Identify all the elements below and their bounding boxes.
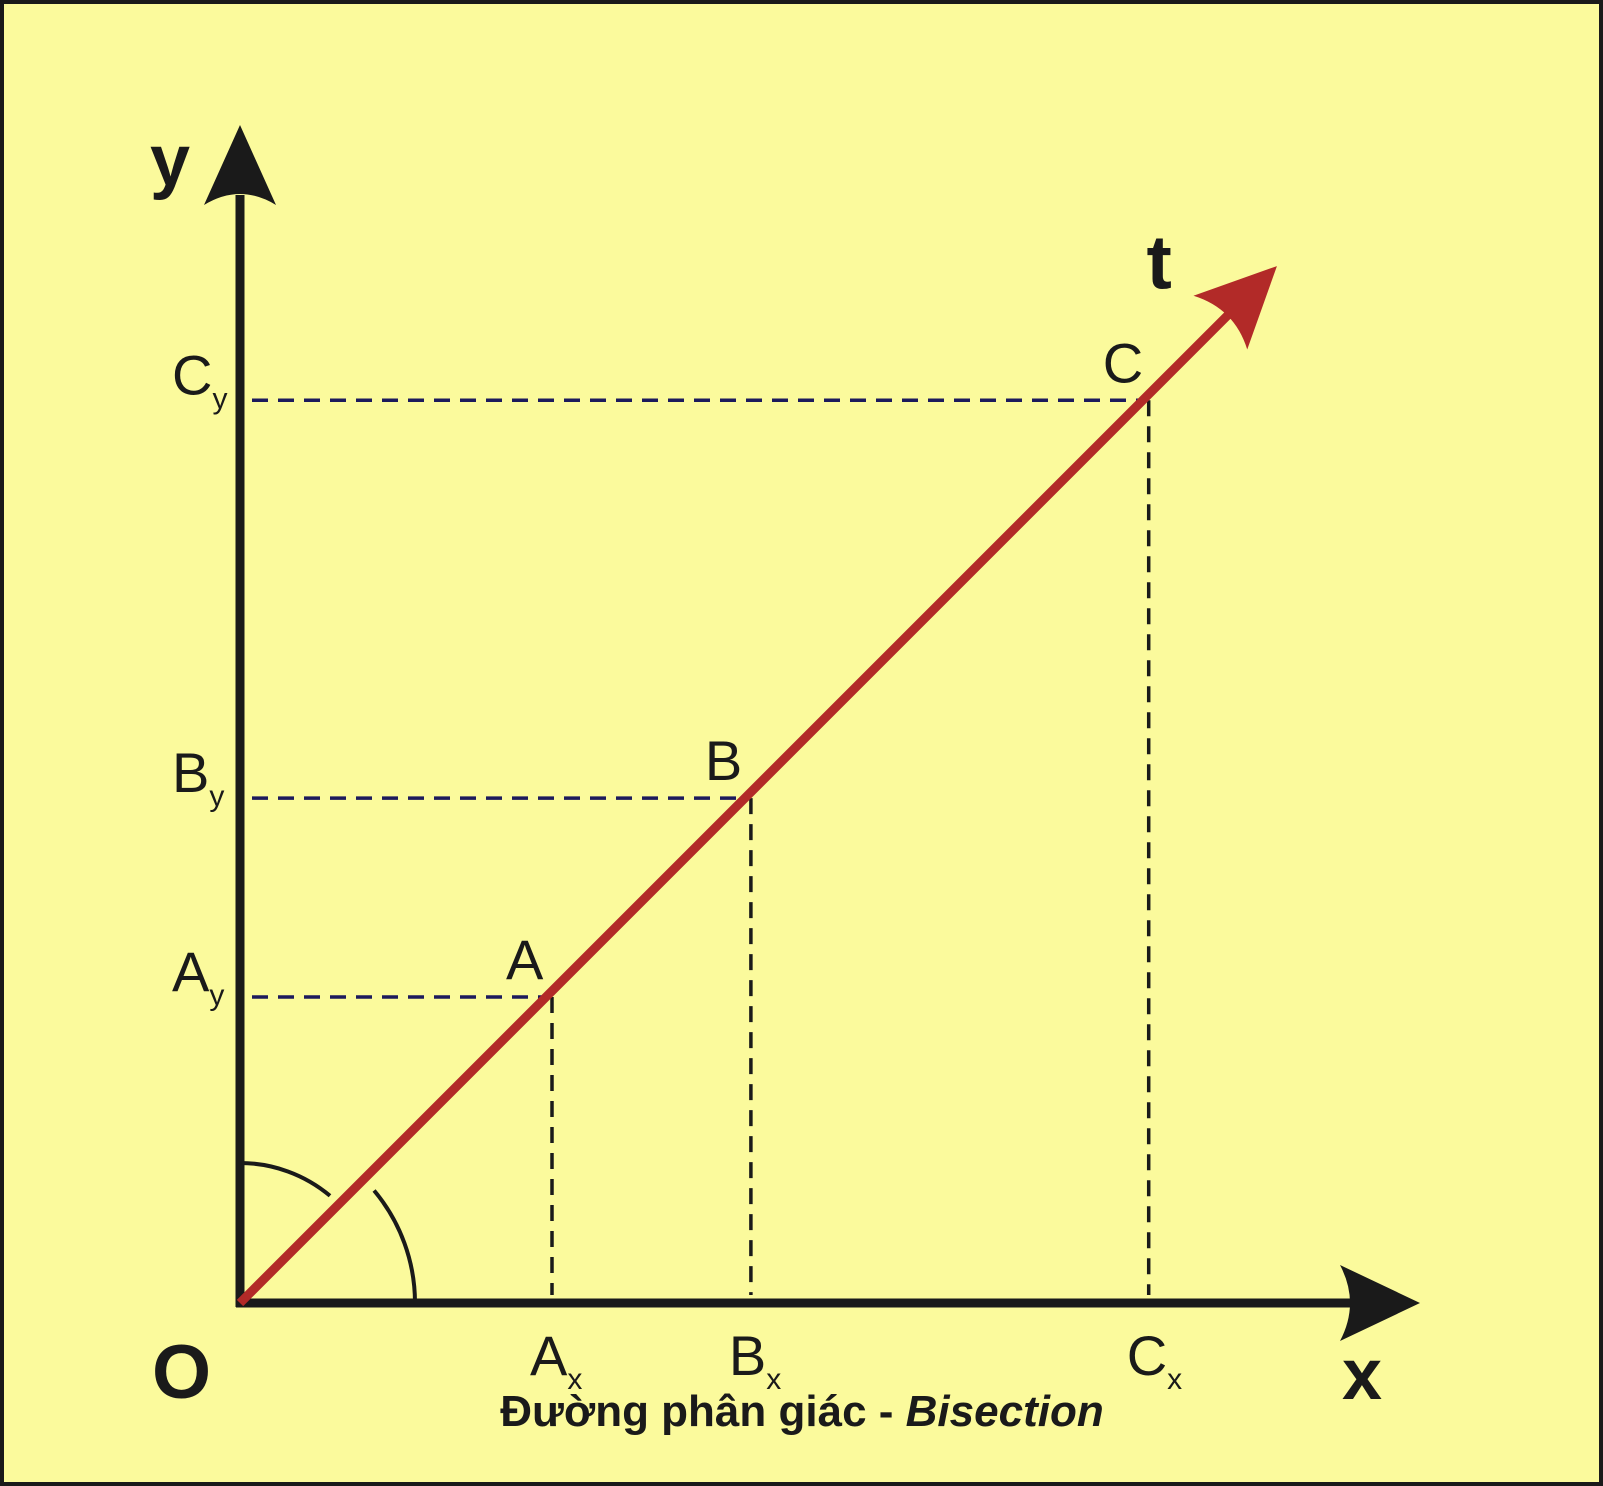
origin-label: O bbox=[152, 1330, 211, 1415]
y-axis-label: y bbox=[150, 121, 190, 201]
arrow-right-icon bbox=[1340, 1265, 1420, 1341]
bisector-label: t bbox=[1147, 221, 1172, 306]
caption-main: Đường phân giác - bbox=[500, 1387, 905, 1436]
arrow-diagonal-icon bbox=[1193, 266, 1277, 350]
caption-italic: Bisection bbox=[906, 1387, 1104, 1436]
y-tick-label-b: By bbox=[172, 741, 224, 813]
x-tick-label-a: Ax bbox=[530, 1324, 582, 1396]
arrow-up-icon bbox=[204, 125, 276, 205]
projection-lines bbox=[252, 398, 1151, 1295]
angle-arc-upper-icon bbox=[239, 1161, 332, 1198]
x-tick-label-c: Cx bbox=[1127, 1324, 1182, 1396]
y-tick-label-a: Ay bbox=[172, 940, 224, 1012]
point-label-a: A bbox=[506, 928, 544, 991]
bisector-ray bbox=[236, 266, 1277, 1307]
angle-arc-icon bbox=[239, 1161, 417, 1304]
x-axis-label: x bbox=[1342, 1335, 1382, 1415]
point-labels: A Ay Ax B By Bx C Cy Cx bbox=[172, 331, 1182, 1396]
point-label-c: C bbox=[1103, 331, 1143, 394]
axes bbox=[204, 125, 1420, 1341]
x-tick-label-b: Bx bbox=[729, 1324, 781, 1396]
point-label-b: B bbox=[705, 729, 742, 792]
caption: Đường phân giác - Bisection bbox=[500, 1387, 1103, 1436]
angle-arc-lower-icon bbox=[372, 1189, 417, 1304]
bisector-line bbox=[236, 305, 1238, 1307]
y-tick-label-c: Cy bbox=[172, 343, 227, 415]
